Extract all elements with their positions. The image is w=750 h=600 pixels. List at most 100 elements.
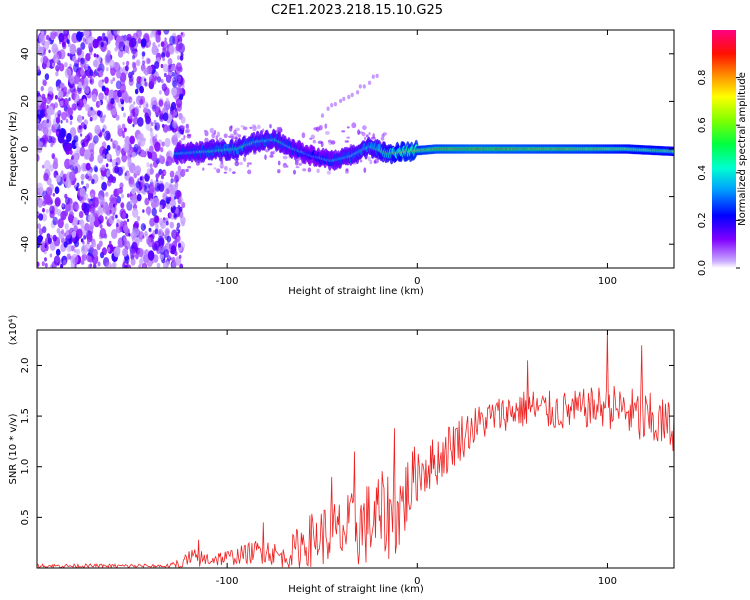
noise-blob: [111, 215, 115, 221]
noise-blob: [78, 220, 82, 225]
noise-blob: [101, 164, 106, 171]
noise-speckle: [186, 134, 192, 139]
noise-blob: [46, 119, 50, 124]
noise-blob: [66, 132, 72, 142]
noise-blob: [50, 142, 53, 148]
noise-blob: [175, 43, 181, 52]
noise-blob: [167, 57, 173, 66]
noise-blob: [138, 236, 143, 243]
noise-blob: [149, 163, 153, 169]
noise-blob: [155, 178, 159, 183]
noise-blob: [123, 142, 130, 152]
noise-blob: [43, 172, 49, 182]
y-tick-label: 2.0: [20, 357, 31, 373]
snr-series-line: [37, 330, 674, 568]
noise-blob: [147, 187, 150, 191]
noise-blob: [54, 186, 60, 194]
noise-blob: [122, 61, 125, 66]
noise-blob: [54, 95, 58, 100]
noise-blob: [71, 105, 75, 110]
noise-blob: [139, 104, 142, 109]
noise-speckle: [365, 134, 369, 138]
noise-blob: [144, 81, 148, 87]
noise-speckle: [328, 139, 332, 146]
noise-blob: [113, 203, 116, 208]
noise-speckle: [228, 167, 232, 172]
noise-blob: [113, 30, 121, 36]
noise-blob: [71, 155, 74, 160]
noise-blob: [99, 228, 107, 239]
noise-blob: [65, 229, 72, 239]
noise-blob: [117, 166, 123, 176]
noise-blob: [38, 228, 44, 236]
noise-blob: [106, 49, 111, 57]
noise-blob: [41, 134, 49, 145]
noise-blob: [132, 168, 136, 174]
noise-blob: [104, 76, 109, 84]
noise-blob: [116, 222, 119, 228]
noise-blob: [140, 38, 147, 48]
noise-blob: [63, 86, 68, 93]
noise-blob: [140, 223, 146, 232]
noise-blob: [115, 214, 118, 219]
noise-blob: [80, 133, 83, 137]
noise-blob: [174, 132, 178, 137]
noise-blob: [110, 194, 113, 198]
noise-blob: [110, 97, 115, 105]
noise-blob: [87, 198, 91, 203]
noise-blob: [146, 68, 149, 73]
noise-blob: [136, 76, 142, 84]
noise-blob: [165, 220, 169, 226]
noise-blob: [112, 77, 116, 82]
noise-blob: [134, 113, 138, 117]
noise-blob: [163, 30, 170, 35]
noise-blob: [171, 71, 175, 77]
noise-blob: [171, 229, 178, 239]
noise-blob: [59, 82, 64, 89]
noise-blob: [42, 200, 46, 207]
noise-blob: [176, 131, 181, 138]
noise-blob: [153, 214, 159, 223]
noise-blob: [92, 263, 97, 268]
streak-blob: [356, 90, 360, 95]
noise-blob: [134, 165, 141, 175]
noise-speckle: [326, 170, 331, 175]
noise-blob: [172, 205, 176, 211]
noise-speckle: [180, 125, 186, 130]
noise-blob: [42, 46, 45, 51]
streak-blob: [358, 84, 362, 89]
noise-blob: [44, 244, 47, 249]
noise-blob: [101, 85, 106, 92]
noise-blob: [114, 47, 118, 52]
noise-blob: [125, 65, 129, 72]
noise-speckle: [359, 159, 363, 163]
noise-blob: [116, 196, 122, 204]
noise-blob: [142, 209, 145, 213]
noise-speckle: [213, 167, 217, 170]
noise-blob: [58, 32, 65, 43]
noise-blob: [174, 240, 178, 246]
noise-blob: [78, 98, 84, 108]
noise-blob: [173, 175, 179, 184]
noise-blob: [141, 55, 144, 60]
noise-speckle: [346, 126, 350, 129]
noise-blob: [147, 58, 151, 64]
noise-blob: [61, 229, 65, 235]
noise-blob: [42, 56, 49, 65]
noise-blob: [164, 182, 170, 190]
noise-blob: [79, 187, 86, 198]
colorbar-tick-label: 0.6: [697, 117, 708, 133]
noise-blob: [100, 41, 104, 48]
noise-blob: [126, 218, 130, 223]
noise-speckle: [223, 165, 228, 171]
noise-speckle: [183, 168, 186, 175]
noise-blob: [166, 202, 171, 210]
noise-blob: [149, 145, 154, 154]
noise-blob: [101, 247, 107, 256]
noise-blob: [56, 86, 60, 91]
noise-blob: [171, 261, 177, 268]
noise-blob: [101, 128, 105, 133]
noise-blob: [137, 117, 144, 127]
noise-blob: [156, 262, 161, 268]
noise-blob: [165, 261, 170, 268]
